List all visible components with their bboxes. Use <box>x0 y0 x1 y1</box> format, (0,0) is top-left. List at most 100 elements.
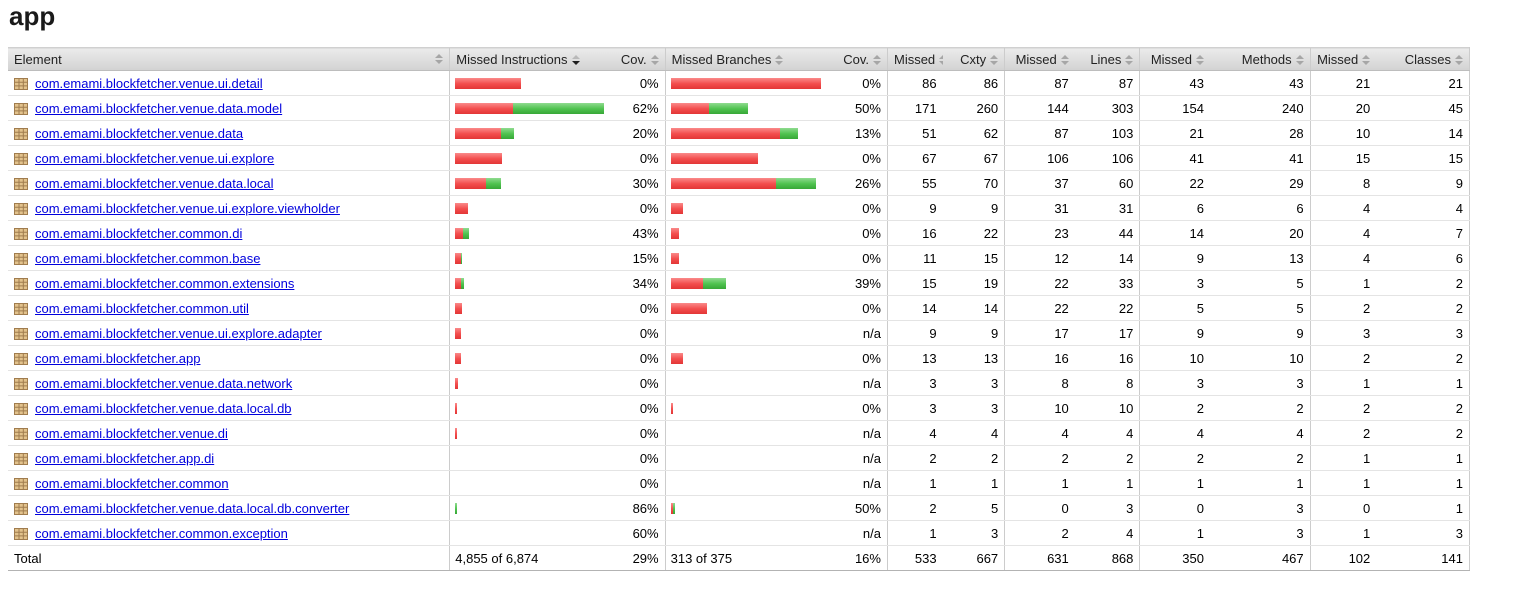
missed-bar-segment <box>670 252 679 264</box>
lines-count: 103 <box>1074 120 1140 146</box>
sort-icon <box>1295 55 1304 66</box>
missed-cxty-count: 67 <box>886 145 943 171</box>
column-header-element[interactable]: Element <box>8 47 450 71</box>
classes-count: 3 <box>1376 320 1471 346</box>
package-icon <box>14 227 28 240</box>
missed-classes-count: 15 <box>1309 145 1377 171</box>
column-header-missed-cxty[interactable]: Missed <box>886 47 943 71</box>
package-link[interactable]: com.emami.blockfetcher.common.util <box>35 300 249 316</box>
element-cell: com.emami.blockfetcher.venue.data.local.… <box>8 395 450 421</box>
column-header-branch-coverage[interactable]: Cov. <box>830 47 888 71</box>
package-link[interactable]: com.emami.blockfetcher.common.base <box>35 250 261 266</box>
cxty-count: 3 <box>942 520 1005 546</box>
missed-classes-count: 2 <box>1309 420 1377 446</box>
branch-coverage-pct: 0% <box>830 145 888 171</box>
missed-bar-segment <box>455 227 464 239</box>
missed-bar-segment <box>455 177 487 189</box>
methods-count: 9 <box>1210 320 1311 346</box>
package-icon <box>14 177 28 190</box>
branch-coverage-pct: 50% <box>830 95 888 121</box>
package-link[interactable]: com.emami.blockfetcher.venue.data.networ… <box>35 375 293 391</box>
column-header-classes[interactable]: Classes <box>1376 47 1471 71</box>
column-header-missed-lines[interactable]: Missed <box>1004 47 1075 71</box>
package-link[interactable]: com.emami.blockfetcher.common.di <box>35 225 243 241</box>
missed-classes-count: 4 <box>1309 195 1377 221</box>
missed-methods-count: 154 <box>1139 95 1210 121</box>
package-link[interactable]: com.emami.blockfetcher.venue.data <box>35 125 244 141</box>
instruction-coverage-pct: 30% <box>608 170 666 196</box>
missed-bar-segment <box>455 252 462 264</box>
covered-bar-segment <box>463 227 470 239</box>
element-cell: com.emami.blockfetcher.common.util <box>8 295 450 321</box>
total-row: Total 4,855 of 6,874 29% 313 of 375 16% … <box>8 545 1471 571</box>
package-link[interactable]: com.emami.blockfetcher.common.extensions <box>35 275 295 291</box>
package-link[interactable]: com.emami.blockfetcher.common.exception <box>35 525 288 541</box>
instructions-bar <box>455 327 602 339</box>
column-header-missed-classes[interactable]: Missed <box>1309 47 1377 71</box>
missed-bar-segment <box>670 302 707 314</box>
package-link[interactable]: com.emami.blockfetcher.venue.data.local.… <box>35 500 350 516</box>
instructions-bar <box>455 427 602 439</box>
missed-lines-count: 2 <box>1004 520 1075 546</box>
missed-methods-count: 1 <box>1139 470 1210 496</box>
classes-count: 45 <box>1376 95 1471 121</box>
column-header-cxty[interactable]: Cxty <box>942 47 1005 71</box>
table-row: com.emami.blockfetcher.app.di 0% n/a 2 2 2 2 2 2… <box>8 445 1471 471</box>
package-link[interactable]: com.emami.blockfetcher.venue.ui.explore.… <box>35 200 340 216</box>
missed-lines-count: 23 <box>1004 220 1075 246</box>
package-link[interactable]: com.emami.blockfetcher.app.di <box>35 450 215 466</box>
missed-cxty-count: 1 <box>886 520 943 546</box>
column-header-missed-methods[interactable]: Missed <box>1139 47 1210 71</box>
instructions-bar <box>455 528 602 539</box>
branches-cell <box>664 145 831 171</box>
total-label: Total <box>8 545 450 571</box>
column-header-methods[interactable]: Methods <box>1210 47 1311 71</box>
cxty-count: 9 <box>942 195 1005 221</box>
cxty-count: 2 <box>942 445 1005 471</box>
instruction-coverage-pct: 0% <box>608 345 666 371</box>
total-cxty: 667 <box>942 545 1005 571</box>
branch-coverage-pct: 0% <box>830 245 888 271</box>
column-header-missed-instructions[interactable]: Missed Instructions <box>449 47 609 71</box>
package-link[interactable]: com.emami.blockfetcher.venue.data.model <box>35 100 283 116</box>
missed-cxty-count: 55 <box>886 170 943 196</box>
total-missed-classes: 102 <box>1309 545 1377 571</box>
missed-lines-count: 2 <box>1004 445 1075 471</box>
missed-cxty-count: 3 <box>886 370 943 396</box>
instructions-cell <box>449 520 609 546</box>
package-link[interactable]: com.emami.blockfetcher.common <box>35 475 229 491</box>
package-link[interactable]: com.emami.blockfetcher.venue.data.local.… <box>35 400 292 416</box>
lines-count: 303 <box>1074 95 1140 121</box>
package-link[interactable]: com.emami.blockfetcher.venue.ui.explore <box>35 150 275 166</box>
package-link[interactable]: com.emami.blockfetcher.venue.di <box>35 425 228 441</box>
branches-bar <box>670 77 825 89</box>
missed-methods-count: 41 <box>1139 145 1210 171</box>
table-row: com.emami.blockfetcher.app 0% 0% 13 13 16 16 10… <box>8 345 1471 371</box>
column-header-missed-branches[interactable]: Missed Branches <box>664 47 831 71</box>
instructions-bar <box>455 152 602 164</box>
column-header-instruction-coverage[interactable]: Cov. <box>608 47 666 71</box>
package-link[interactable]: com.emami.blockfetcher.venue.data.local <box>35 175 274 191</box>
classes-count: 2 <box>1376 295 1471 321</box>
missed-methods-count: 4 <box>1139 420 1210 446</box>
branches-bar <box>670 277 825 289</box>
package-link[interactable]: com.emami.blockfetcher.venue.ui.explore.… <box>35 325 322 341</box>
missed-cxty-count: 14 <box>886 295 943 321</box>
branches-cell <box>664 220 831 246</box>
column-header-lines[interactable]: Lines <box>1074 47 1140 71</box>
instructions-cell <box>449 120 609 146</box>
package-link[interactable]: com.emami.blockfetcher.venue.ui.detail <box>35 75 263 91</box>
instructions-bar <box>455 227 602 239</box>
sort-icon <box>1196 55 1204 66</box>
methods-count: 20 <box>1210 220 1311 246</box>
missed-classes-count: 4 <box>1309 245 1377 271</box>
package-link[interactable]: com.emami.blockfetcher.app <box>35 350 201 366</box>
column-header-label: Methods <box>1241 51 1292 67</box>
total-missed-methods: 350 <box>1139 545 1210 571</box>
cxty-count: 3 <box>942 395 1005 421</box>
methods-count: 28 <box>1210 120 1311 146</box>
sort-icon <box>435 54 444 64</box>
missed-methods-count: 6 <box>1139 195 1210 221</box>
branch-coverage-pct: 0% <box>830 395 888 421</box>
branch-coverage-pct: 13% <box>830 120 888 146</box>
